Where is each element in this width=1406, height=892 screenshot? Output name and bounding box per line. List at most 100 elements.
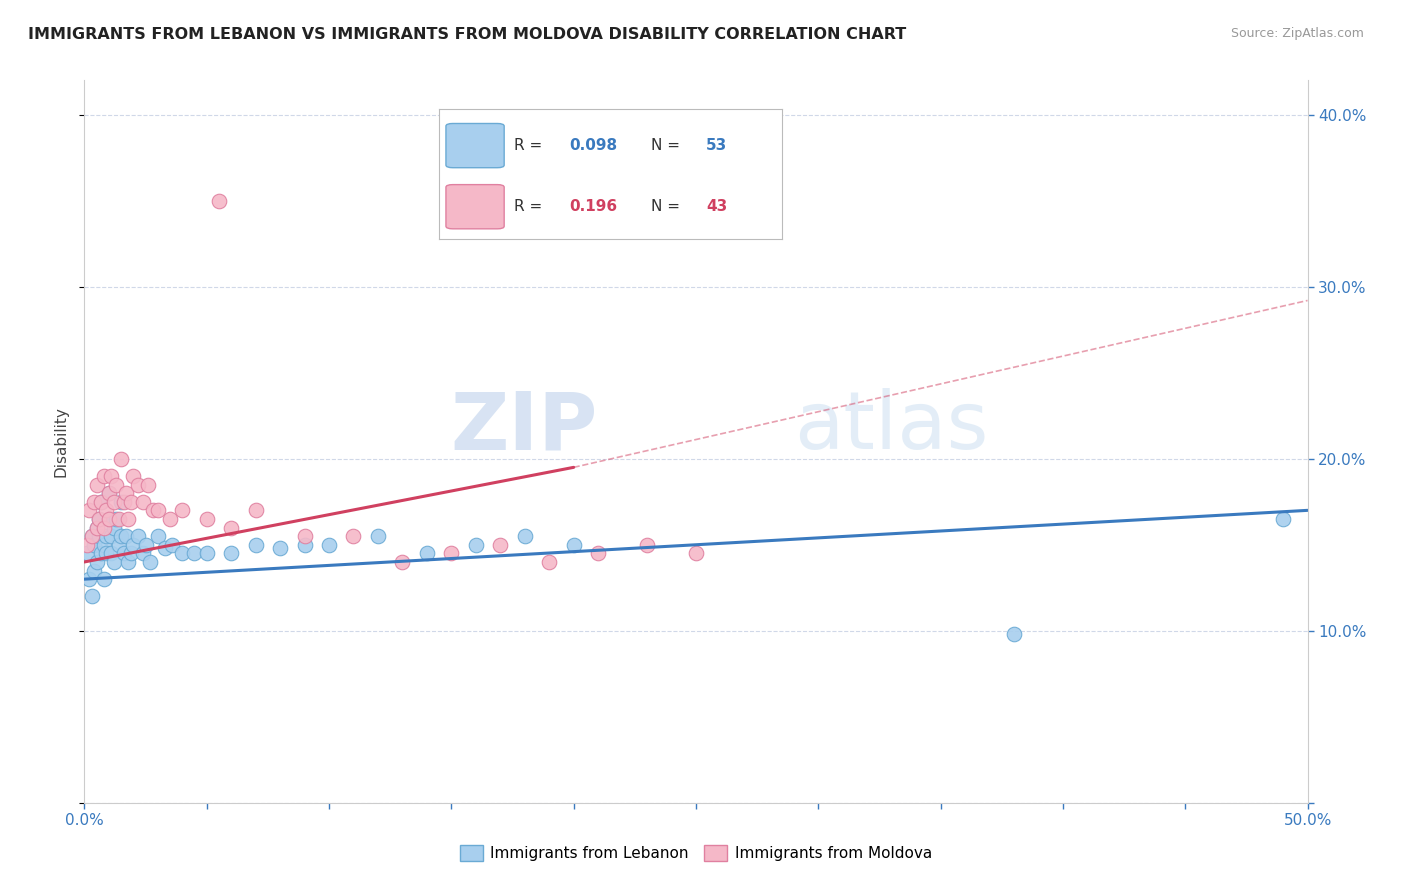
Point [440, 546, 463, 560]
Point [86, 555, 108, 569]
Y-axis label: Disability: Disability [53, 406, 69, 477]
Point [86, 477, 108, 491]
Point [112, 546, 135, 560]
Point [86, 520, 108, 534]
Point [132, 546, 155, 560]
Text: ZIP: ZIP [451, 388, 598, 467]
Point [538, 555, 561, 569]
Point [97, 486, 120, 500]
Point [93, 572, 115, 586]
Point [107, 538, 129, 552]
Point [122, 538, 145, 552]
Point [219, 546, 242, 560]
Point [76, 538, 98, 552]
Point [97, 486, 120, 500]
Point [93, 469, 115, 483]
Point [172, 546, 194, 560]
Point [87, 529, 110, 543]
Point [367, 529, 389, 543]
Point [464, 538, 486, 552]
Point [146, 503, 169, 517]
Point [105, 512, 128, 526]
Point [97, 512, 120, 526]
Point [100, 529, 122, 543]
Point [115, 486, 138, 500]
Point [90, 494, 112, 508]
Point [96, 503, 118, 517]
Point [76, 546, 98, 560]
Text: atlas: atlas [794, 388, 988, 467]
Point [90, 546, 112, 560]
Point [80, 529, 103, 543]
Point [146, 529, 169, 543]
Point [183, 546, 205, 560]
Point [1002, 627, 1025, 641]
Point [120, 546, 142, 560]
Point [132, 494, 155, 508]
Point [105, 477, 128, 491]
Point [87, 512, 110, 526]
Point [115, 529, 138, 543]
Point [96, 546, 118, 560]
Point [86, 520, 108, 534]
Point [80, 590, 103, 604]
Point [96, 529, 118, 543]
Point [127, 477, 149, 491]
Point [100, 546, 122, 560]
Point [107, 512, 129, 526]
Point [83, 564, 105, 578]
Point [77, 503, 100, 517]
Point [103, 494, 125, 508]
Point [77, 572, 100, 586]
Point [103, 555, 125, 569]
Point [120, 494, 142, 508]
Point [142, 503, 165, 517]
Point [342, 529, 364, 543]
Point [110, 494, 132, 508]
Legend: Immigrants from Lebanon, Immigrants from Moldova: Immigrants from Lebanon, Immigrants from… [454, 839, 938, 867]
Point [208, 194, 231, 208]
Point [219, 520, 242, 534]
Point [103, 520, 125, 534]
Text: Source: ZipAtlas.com: Source: ZipAtlas.com [1230, 27, 1364, 40]
Point [153, 541, 176, 556]
Point [269, 541, 291, 556]
Point [110, 451, 132, 466]
Point [80, 529, 103, 543]
Point [318, 538, 340, 552]
Point [391, 555, 413, 569]
Point [489, 538, 512, 552]
Point [135, 538, 157, 552]
Point [685, 546, 707, 560]
Point [100, 469, 122, 483]
Point [117, 512, 139, 526]
Point [195, 546, 218, 560]
Point [562, 538, 585, 552]
Point [245, 538, 267, 552]
Point [1272, 512, 1295, 526]
Point [136, 477, 159, 491]
Point [93, 520, 115, 534]
Text: IMMIGRANTS FROM LEBANON VS IMMIGRANTS FROM MOLDOVA DISABILITY CORRELATION CHART: IMMIGRANTS FROM LEBANON VS IMMIGRANTS FR… [28, 27, 907, 42]
Point [117, 555, 139, 569]
Point [586, 546, 609, 560]
Point [112, 494, 135, 508]
Point [87, 512, 110, 526]
Point [110, 529, 132, 543]
Point [90, 494, 112, 508]
Point [294, 529, 316, 543]
Point [83, 538, 105, 552]
Point [294, 538, 316, 552]
Point [127, 529, 149, 543]
Point [159, 512, 181, 526]
Point [93, 538, 115, 552]
Point [162, 538, 184, 552]
Point [245, 503, 267, 517]
Point [83, 494, 105, 508]
Point [416, 546, 439, 560]
Point [172, 503, 194, 517]
Point [139, 555, 162, 569]
Point [195, 512, 218, 526]
Point [122, 469, 145, 483]
Point [513, 529, 536, 543]
